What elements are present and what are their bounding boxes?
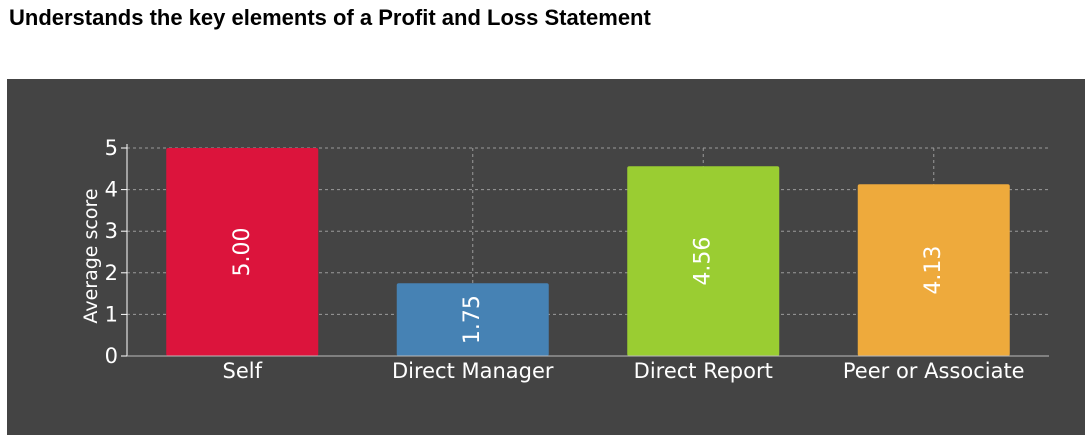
x-category-label: Peer or Associate: [843, 359, 1025, 383]
bar-chart: 5.00 1.75 4.56 4.13 0 1 2 3 4 5 Self Direct Manage…: [80, 136, 1049, 383]
y-tick-label: 2: [105, 261, 118, 285]
y-tick-label: 3: [105, 219, 118, 243]
bar: [857, 184, 1010, 356]
x-category-label: Direct Report: [634, 359, 773, 383]
bar-value-label: 4.56: [691, 237, 716, 286]
bar: [396, 283, 549, 356]
y-axis-label: Average score: [80, 188, 102, 323]
bar-layer: 5.00 1.75 4.56 4.13: [166, 148, 1010, 356]
y-tick-label: 4: [105, 178, 118, 202]
bar: [166, 148, 319, 356]
x-category-label: Self: [223, 359, 263, 383]
chart-panel: 5.00 1.75 4.56 4.13 0 1 2 3 4 5 Self Direct Manage…: [7, 79, 1085, 435]
y-tick-label: 0: [105, 344, 118, 368]
bar-value-label: 5.00: [230, 228, 255, 277]
page-title: Understands the key elements of a Profit…: [9, 5, 651, 30]
bar-value-label: 4.13: [921, 246, 946, 295]
x-category-label: Direct Manager: [392, 359, 554, 383]
y-tick-label: 5: [105, 136, 118, 160]
y-tick-label: 1: [105, 302, 118, 326]
bar: [627, 166, 780, 356]
axis-layer: 0 1 2 3 4 5 Self Direct Manager Direct Report Pee…: [105, 136, 1049, 383]
bar-value-label: 1.75: [460, 295, 485, 344]
